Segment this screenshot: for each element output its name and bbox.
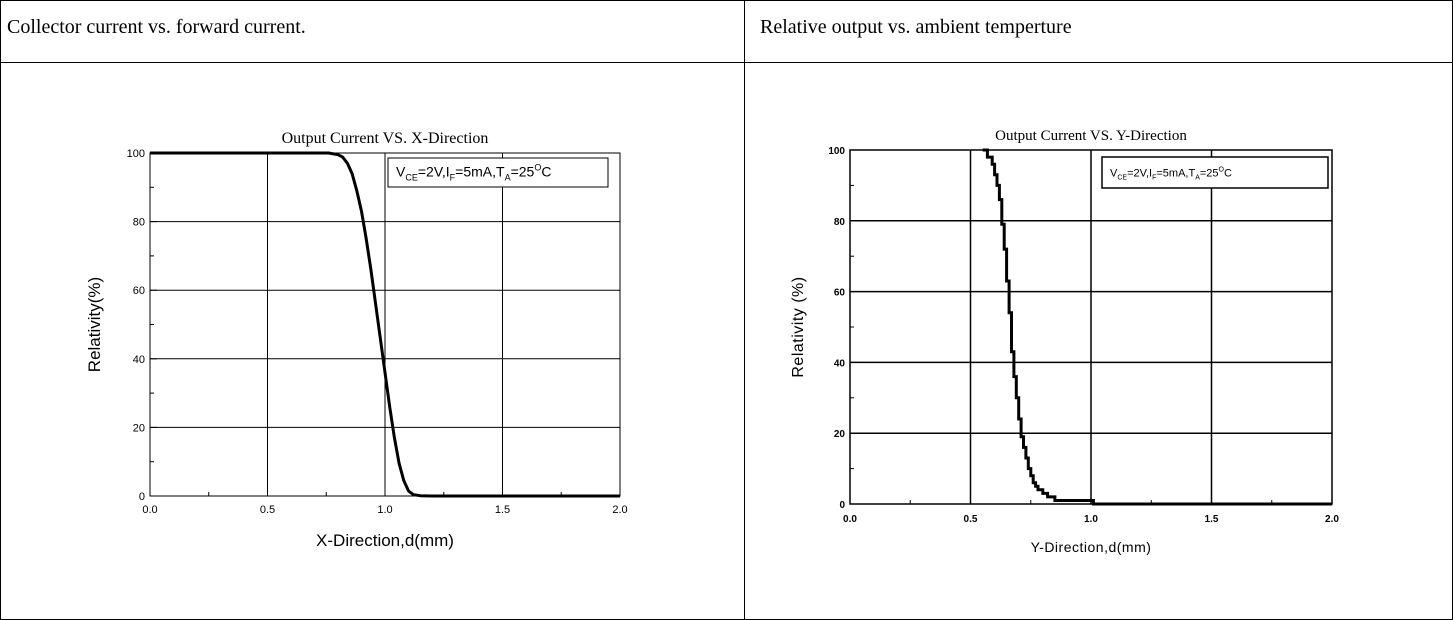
ann-i: I bbox=[1149, 168, 1152, 180]
ann-t: T bbox=[496, 164, 505, 180]
tick-labels: 0.0 0.5 1.0 1.5 2.0 0 20 40 60 80 100 bbox=[127, 148, 628, 516]
header-left: Collector current vs. forward current. bbox=[7, 16, 306, 38]
y-tick-label: 40 bbox=[834, 358, 846, 369]
x-tick-label: 2.0 bbox=[1325, 514, 1339, 525]
ann-t-sub: A bbox=[505, 173, 511, 183]
plot-frame bbox=[149, 152, 621, 497]
series-line bbox=[982, 148, 1332, 506]
x-tick-label: 1.5 bbox=[495, 504, 510, 516]
legend-annotation: VCE=2V,IF=5mA,TA=25OC bbox=[1110, 167, 1232, 182]
chart-grid bbox=[150, 153, 620, 496]
chart-title: Output Current VS. X-Direction bbox=[282, 130, 489, 147]
table-border-left bbox=[0, 0, 1, 620]
ann-unit: C bbox=[541, 164, 551, 180]
ann-v-val: =2V, bbox=[1127, 168, 1149, 180]
x-tick-label: 2.0 bbox=[612, 504, 627, 516]
ann-deg: O bbox=[1219, 167, 1225, 174]
ann-v-sub: CE bbox=[1117, 175, 1127, 182]
chart-y-direction: 0.0 0.5 1.0 1.5 2.0 0 20 40 60 80 100 Output Curre… bbox=[790, 128, 1339, 555]
chart-grid bbox=[850, 150, 1332, 504]
ann-i-sub: F bbox=[450, 173, 456, 183]
header-right: Relative output vs. ambient temperture bbox=[760, 16, 1072, 38]
y-tick-label: 80 bbox=[133, 217, 145, 229]
x-axis-label: X-Direction,d(mm) bbox=[316, 531, 454, 550]
legend-box bbox=[387, 157, 609, 188]
ann-t-val: =25 bbox=[511, 164, 535, 180]
y-tick-label: 100 bbox=[828, 146, 845, 157]
series-line bbox=[150, 151, 620, 498]
y-tick-label: 100 bbox=[127, 148, 145, 160]
table-divider-horizontal bbox=[0, 62, 1453, 63]
ann-v: V bbox=[1110, 168, 1118, 180]
ann-i: I bbox=[446, 164, 450, 180]
ann-v: V bbox=[396, 164, 406, 180]
legend-annotation: VCE=2V,IF=5mA,TA=25OC bbox=[396, 163, 551, 183]
legend-box bbox=[1101, 156, 1329, 189]
y-tick-label: 60 bbox=[834, 288, 846, 299]
ann-t-sub: A bbox=[1195, 175, 1200, 182]
x-tick-label: 0.5 bbox=[964, 514, 978, 525]
x-tick-label: 0.0 bbox=[142, 504, 157, 516]
ann-i-sub: F bbox=[1152, 175, 1156, 182]
y-tick-label: 0 bbox=[139, 491, 145, 503]
ann-unit: C bbox=[1224, 168, 1232, 180]
y-axis-label: Relativity(%) bbox=[85, 277, 104, 372]
x-tick-label: 1.5 bbox=[1205, 514, 1219, 525]
chart-title: Output Current VS. Y-Direction bbox=[995, 128, 1187, 144]
plot-frame bbox=[849, 149, 1333, 505]
ann-t: T bbox=[1188, 168, 1195, 180]
ann-v-val: =2V, bbox=[418, 164, 446, 180]
x-tick-label: 1.0 bbox=[377, 504, 392, 516]
tick-labels: 0.0 0.5 1.0 1.5 2.0 0 20 40 60 80 100 bbox=[828, 146, 1339, 525]
ann-t-val: =25 bbox=[1200, 168, 1219, 180]
x-tick-label: 0.5 bbox=[260, 504, 275, 516]
y-tick-label: 20 bbox=[834, 429, 846, 440]
y-tick-label: 0 bbox=[839, 500, 845, 511]
table-divider-vertical bbox=[744, 0, 745, 620]
y-tick-label: 20 bbox=[133, 422, 145, 434]
table-border-top bbox=[0, 0, 1453, 1]
y-tick-label: 60 bbox=[133, 285, 145, 297]
ann-i-val: =5mA, bbox=[1156, 168, 1188, 180]
ann-v-sub: CE bbox=[405, 173, 418, 183]
x-tick-label: 1.0 bbox=[1084, 514, 1098, 525]
chart-x-direction: 0.0 0.5 1.0 1.5 2.0 0 20 40 60 80 100 Output Curre… bbox=[85, 130, 628, 550]
y-tick-label: 80 bbox=[834, 217, 846, 228]
y-tick-label: 40 bbox=[133, 354, 145, 366]
x-tick-label: 0.0 bbox=[843, 514, 857, 525]
x-axis-label: Y-Direction,d(mm) bbox=[1031, 539, 1152, 555]
ann-i-val: =5mA, bbox=[455, 164, 496, 180]
ann-deg: O bbox=[534, 163, 541, 173]
y-axis-label: Relativity (%) bbox=[790, 276, 807, 377]
